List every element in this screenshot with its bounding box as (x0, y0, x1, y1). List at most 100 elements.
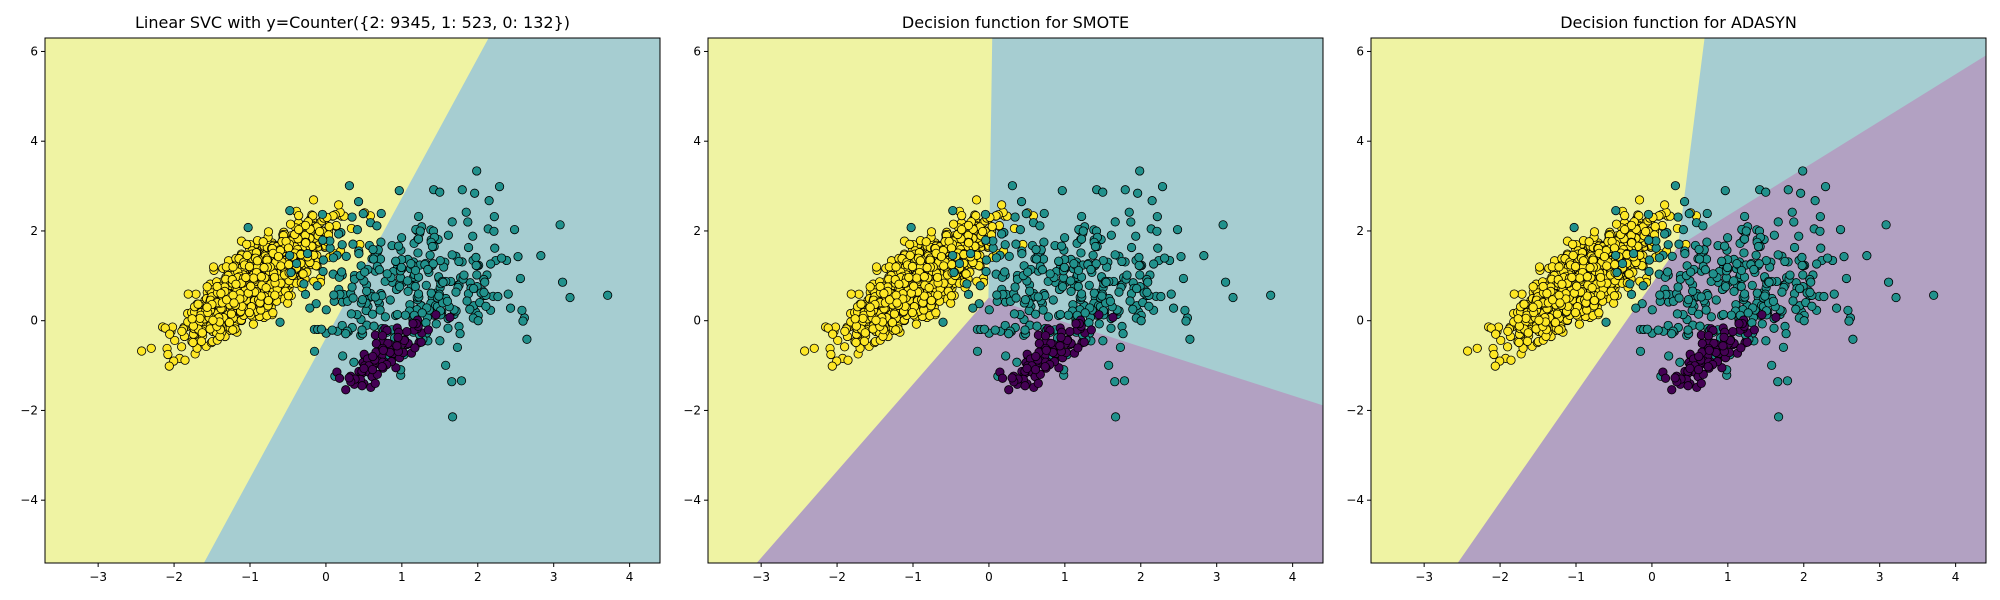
data-point-class-2 (195, 313, 205, 323)
data-point-class-1 (1133, 188, 1143, 198)
data-point-class-2 (246, 281, 256, 291)
data-point-class-2 (860, 328, 870, 338)
subplot-title: Linear SVC with y=Counter({2: 9345, 1: 5… (135, 13, 570, 32)
data-point-class-1 (1066, 286, 1076, 296)
data-point-class-0 (334, 373, 345, 383)
data-point-class-1 (447, 412, 458, 422)
data-point-class-1 (362, 286, 372, 296)
data-point-class-2 (229, 298, 239, 308)
data-point-class-0 (1040, 331, 1051, 341)
data-point-class-0 (416, 337, 426, 347)
data-point-class-1 (1135, 166, 1145, 176)
data-point-class-2 (823, 323, 833, 333)
data-point-class-2 (270, 290, 280, 300)
data-point-class-1 (1021, 209, 1031, 219)
data-point-class-1 (421, 280, 431, 290)
data-point-class-1 (1038, 305, 1048, 315)
data-point-class-2 (987, 221, 997, 232)
data-point-class-1 (471, 260, 481, 271)
data-point-class-1 (981, 266, 991, 277)
data-point-class-1 (557, 277, 568, 287)
data-point-class-2 (909, 281, 919, 291)
data-point-class-0 (410, 343, 420, 353)
data-point-class-2 (252, 256, 263, 266)
data-point-class-2 (978, 226, 988, 237)
data-point-class-1 (513, 252, 523, 262)
data-point-class-2 (1463, 346, 1473, 356)
data-point-class-1 (414, 211, 424, 222)
x-tick-label: 3 (1213, 570, 1221, 584)
data-point-class-1 (285, 250, 295, 261)
y-tick-label: 2 (30, 224, 38, 238)
data-point-class-1 (1199, 251, 1209, 261)
data-point-class-2 (931, 308, 941, 318)
data-point-class-1 (484, 196, 494, 206)
data-point-class-1 (1228, 292, 1238, 303)
data-point-class-1 (1115, 342, 1126, 352)
data-point-class-2 (851, 337, 861, 348)
y-tick-label: −2 (683, 403, 701, 417)
data-point-class-1 (1077, 211, 1087, 222)
data-point-class-2 (840, 326, 850, 336)
data-point-class-0 (1056, 332, 1066, 342)
data-point-class-2 (859, 336, 870, 346)
data-point-class-1 (470, 188, 480, 198)
data-point-class-1 (457, 185, 467, 195)
data-point-class-1 (443, 230, 453, 240)
data-point-class-1 (1023, 267, 1033, 277)
x-tick-label: 1 (1061, 570, 1069, 584)
data-point-class-1 (368, 244, 378, 255)
data-point-class-0 (1086, 325, 1096, 335)
data-point-class-2 (892, 298, 902, 308)
data-point-class-1 (441, 360, 451, 370)
data-point-class-2 (907, 307, 917, 318)
data-point-class-1 (1218, 220, 1228, 230)
data-point-class-2 (922, 263, 932, 273)
data-point-class-0 (1055, 341, 1065, 351)
data-point-class-2 (963, 220, 974, 231)
plot-area (708, 38, 1323, 563)
data-point-class-1 (403, 286, 413, 296)
scatter-points (1463, 166, 1939, 422)
data-point-class-2 (997, 200, 1007, 210)
data-point-class-1 (456, 376, 467, 386)
data-point-class-1 (1057, 186, 1067, 196)
y-tick-label: −2 (20, 403, 38, 417)
data-point-class-1 (403, 276, 413, 286)
data-point-class-1 (417, 308, 427, 318)
data-point-class-2 (228, 262, 238, 272)
x-tick-label: −3 (89, 570, 107, 584)
data-point-class-1 (372, 221, 382, 231)
data-point-class-1 (346, 309, 356, 319)
data-point-class-0 (1007, 373, 1017, 383)
data-point-class-2 (146, 343, 156, 353)
data-point-class-1 (1011, 239, 1021, 249)
data-point-class-2 (827, 361, 837, 371)
data-point-class-1 (1045, 269, 1055, 279)
data-point-class-1 (1055, 309, 1066, 320)
data-point-class-1 (1157, 182, 1168, 192)
data-point-class-1 (494, 182, 505, 192)
data-point-class-1 (962, 279, 972, 289)
data-point-class-2 (971, 211, 981, 221)
data-point-class-1 (452, 342, 463, 352)
data-point-class-1 (463, 217, 473, 227)
data-point-class-2 (308, 195, 319, 205)
data-point-class-1 (1073, 265, 1084, 276)
data-point-class-1 (1000, 267, 1010, 277)
data-point-class-2 (871, 262, 882, 272)
data-point-class-0 (377, 362, 387, 372)
data-point-class-1 (305, 303, 315, 313)
data-point-class-2 (183, 289, 193, 299)
data-point-class-1 (1135, 270, 1145, 280)
data-point-class-1 (1048, 295, 1058, 305)
data-point-class-1 (348, 293, 358, 303)
data-point-class-1 (337, 240, 347, 250)
data-point-class-1 (406, 259, 416, 269)
data-point-class-2 (273, 251, 284, 262)
data-point-class-2 (256, 272, 266, 282)
data-point-class-1 (981, 235, 991, 245)
data-point-class-1 (1054, 256, 1064, 266)
data-point-class-2 (875, 281, 885, 292)
data-point-class-1 (948, 250, 958, 261)
